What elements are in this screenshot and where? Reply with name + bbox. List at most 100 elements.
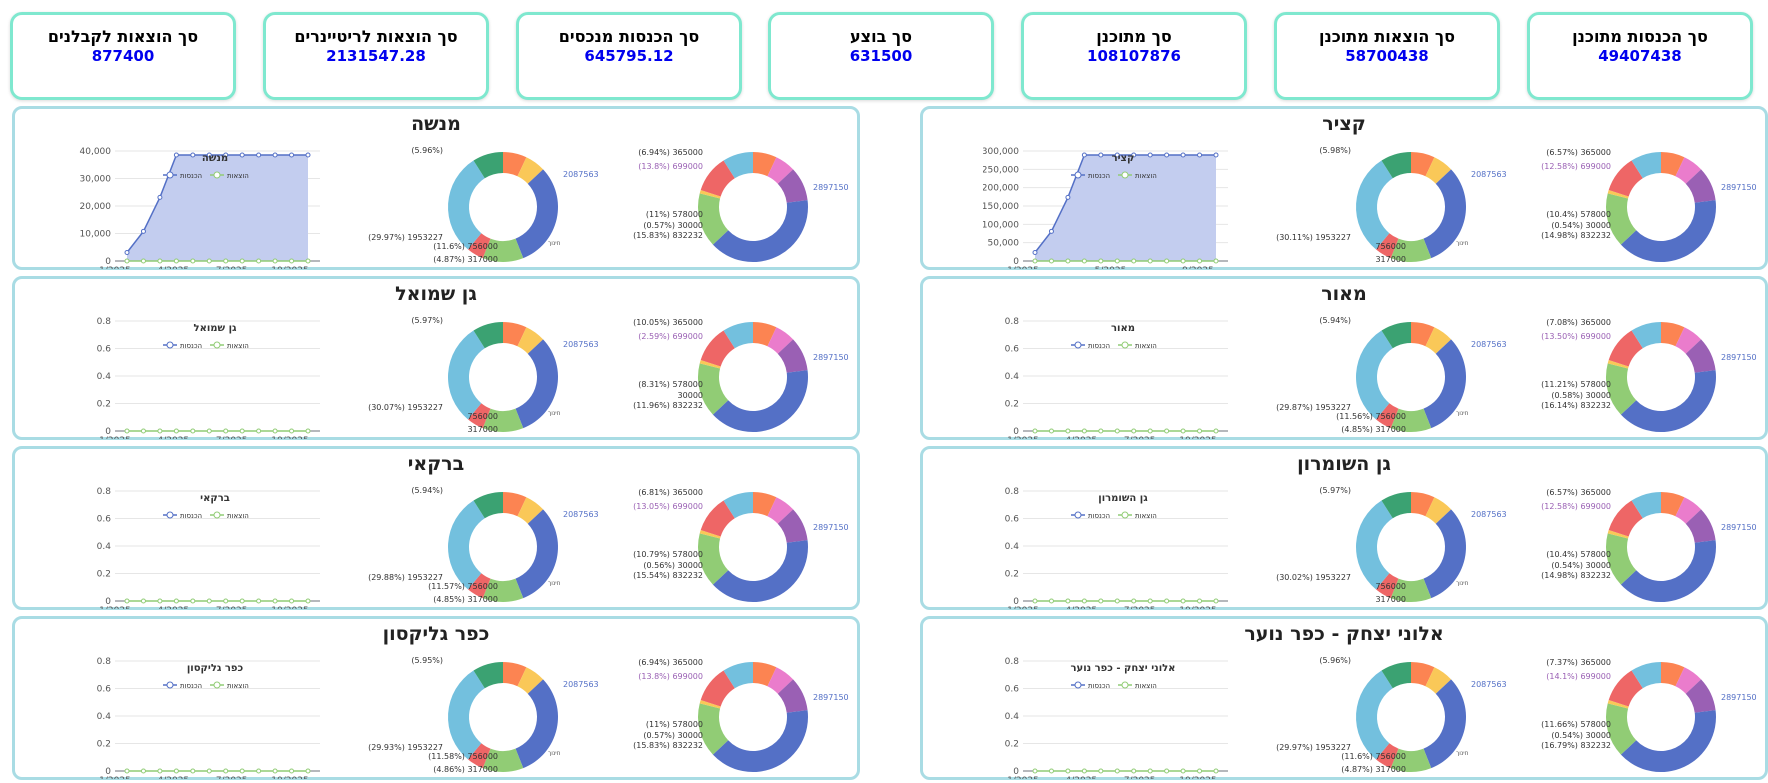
donut-slice[interactable]	[1608, 670, 1643, 707]
expense-point[interactable]	[1114, 598, 1120, 604]
expense-point[interactable]	[1114, 428, 1120, 434]
donut-slice[interactable]	[1425, 157, 1452, 184]
income-point[interactable]	[1048, 228, 1054, 234]
donut-slice[interactable]	[1607, 530, 1629, 539]
donut-slice[interactable]	[1661, 662, 1685, 687]
donut-slice[interactable]	[1375, 233, 1399, 259]
expense-point[interactable]	[223, 598, 229, 604]
donut-slice[interactable]	[1375, 573, 1399, 599]
donut-slice[interactable]	[467, 233, 491, 259]
donut-slice[interactable]	[467, 743, 491, 769]
expense-point[interactable]	[1065, 258, 1071, 264]
donut-slice[interactable]	[1608, 330, 1643, 367]
expense-point[interactable]	[140, 598, 146, 604]
expense-point[interactable]	[223, 258, 229, 264]
expense-point[interactable]	[305, 598, 311, 604]
expense-point[interactable]	[1114, 768, 1120, 774]
legend-income-label[interactable]: הכנסות	[180, 512, 202, 520]
expense-point[interactable]	[190, 598, 196, 604]
donut-slice[interactable]	[515, 509, 558, 599]
donut-slice[interactable]	[1356, 160, 1393, 250]
donut-slice[interactable]	[1390, 578, 1432, 602]
income-point[interactable]	[1213, 152, 1219, 158]
legend-income-label[interactable]: הכנסות	[1088, 172, 1110, 180]
expense-point[interactable]	[239, 428, 245, 434]
donut-slice[interactable]	[1607, 190, 1629, 199]
donut-slice[interactable]	[1423, 679, 1466, 769]
expense-point[interactable]	[1180, 428, 1186, 434]
donut-slice[interactable]	[503, 662, 527, 687]
income-point[interactable]	[124, 250, 130, 256]
donut-slice[interactable]	[1390, 748, 1432, 772]
donut-slice[interactable]	[503, 492, 527, 517]
donut-slice[interactable]	[767, 497, 794, 524]
donut-slice[interactable]	[1411, 322, 1435, 347]
expense-point[interactable]	[239, 258, 245, 264]
income-point[interactable]	[256, 152, 262, 158]
legend-income-label[interactable]: הכנסות	[1088, 682, 1110, 690]
donut-slice[interactable]	[723, 152, 753, 179]
expense-point[interactable]	[1131, 258, 1137, 264]
donut-slice[interactable]	[1381, 152, 1411, 179]
legend-income-label[interactable]: הכנסות	[1088, 342, 1110, 350]
expense-point[interactable]	[1131, 768, 1137, 774]
expense-point[interactable]	[1098, 258, 1104, 264]
donut-slice[interactable]	[1620, 200, 1716, 262]
donut-slice[interactable]	[699, 700, 721, 709]
donut-slice[interactable]	[473, 662, 503, 689]
donut-slice[interactable]	[712, 370, 808, 432]
legend-income-label[interactable]: הכנסות	[180, 342, 202, 350]
expense-point[interactable]	[223, 768, 229, 774]
donut-slice[interactable]	[482, 238, 524, 262]
donut-slice[interactable]	[1631, 152, 1661, 179]
expense-point[interactable]	[1164, 768, 1170, 774]
expense-point[interactable]	[256, 598, 262, 604]
income-point[interactable]	[1098, 152, 1104, 158]
income-point[interactable]	[289, 152, 295, 158]
donut-slice[interactable]	[712, 540, 808, 602]
expense-point[interactable]	[1081, 598, 1087, 604]
expense-point[interactable]	[289, 598, 295, 604]
donut-slice[interactable]	[1631, 492, 1661, 519]
donut-slice[interactable]	[1675, 327, 1702, 354]
expense-point[interactable]	[157, 768, 163, 774]
donut-slice[interactable]	[699, 190, 721, 199]
donut-slice[interactable]	[467, 403, 491, 429]
expense-point[interactable]	[206, 598, 212, 604]
donut-slice[interactable]	[1411, 152, 1435, 177]
donut-slice[interactable]	[1607, 360, 1629, 369]
donut-slice[interactable]	[517, 667, 544, 694]
expense-point[interactable]	[1213, 768, 1219, 774]
expense-point[interactable]	[305, 768, 311, 774]
donut-slice[interactable]	[473, 152, 503, 179]
donut-slice[interactable]	[1631, 322, 1661, 349]
expense-point[interactable]	[1131, 598, 1137, 604]
donut-slice[interactable]	[467, 573, 491, 599]
expense-point[interactable]	[173, 768, 179, 774]
expense-point[interactable]	[1213, 258, 1219, 264]
income-point[interactable]	[1164, 152, 1170, 158]
donut-slice[interactable]	[1675, 497, 1702, 524]
expense-point[interactable]	[190, 428, 196, 434]
donut-slice[interactable]	[1423, 339, 1466, 429]
donut-slice[interactable]	[515, 169, 558, 259]
income-point[interactable]	[1147, 152, 1153, 158]
donut-slice[interactable]	[1423, 169, 1466, 259]
expense-point[interactable]	[289, 768, 295, 774]
expense-point[interactable]	[1147, 768, 1153, 774]
donut-slice[interactable]	[448, 330, 485, 420]
legend-expense-label[interactable]: הוצאות	[1135, 512, 1157, 520]
donut-slice[interactable]	[1411, 492, 1435, 517]
donut-slice[interactable]	[723, 322, 753, 349]
income-point[interactable]	[173, 152, 179, 158]
donut-slice[interactable]	[1620, 370, 1716, 432]
expense-point[interactable]	[124, 768, 130, 774]
donut-slice[interactable]	[1685, 169, 1716, 203]
expense-point[interactable]	[1048, 768, 1054, 774]
donut-slice[interactable]	[777, 509, 808, 543]
expense-point[interactable]	[1197, 258, 1203, 264]
expense-point[interactable]	[1180, 598, 1186, 604]
donut-slice[interactable]	[753, 322, 777, 347]
donut-slice[interactable]	[1607, 700, 1629, 709]
donut-slice[interactable]	[699, 360, 721, 369]
